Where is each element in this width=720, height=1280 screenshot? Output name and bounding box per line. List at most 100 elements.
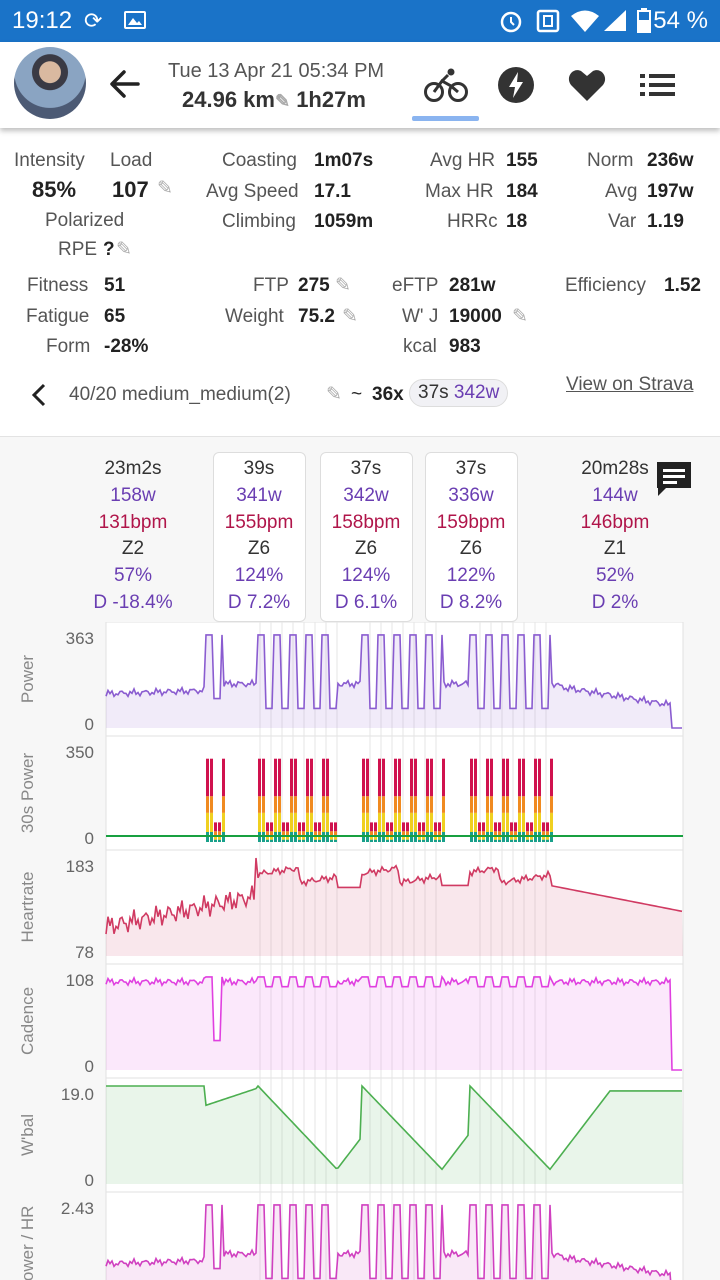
interval-card[interactable] (320, 452, 413, 622)
power-zone-bar (306, 758, 309, 797)
power-zone-bar (294, 832, 297, 842)
power-zone-bar (538, 796, 541, 813)
series-line (105, 1204, 672, 1280)
power-zone-bar (410, 832, 413, 842)
power-zone-bar (498, 839, 501, 842)
interval-time: 20m28s (581, 458, 649, 479)
fitness-label: Fitness (27, 275, 89, 296)
power-zone-bar (474, 832, 477, 842)
power-zone-bar (398, 812, 401, 833)
power-zone-bar (530, 822, 533, 832)
kcal-value: 983 (449, 336, 481, 357)
power-zone-bar (534, 832, 537, 842)
interval-summary[interactable]: 20m28s 144w 146bpm Z1 52% D 2% (555, 456, 675, 617)
power-zone-bar (510, 831, 513, 836)
edit-pencil-icon[interactable]: ✎ (326, 384, 342, 405)
interval-name[interactable]: 40/20 medium_medium(2) (69, 384, 291, 405)
power-zone-bar (322, 812, 325, 833)
power-zone-bar (418, 831, 421, 836)
interval-pct: 52% (595, 565, 635, 587)
edit-pencil-icon[interactable]: ✎ (342, 306, 358, 327)
power-zone-bar (542, 839, 545, 842)
fatigue-label: Fatigue (26, 306, 90, 327)
edit-pencil-icon[interactable]: ✎ (512, 306, 528, 327)
hrrc-value: 18 (506, 211, 528, 232)
interval-summary[interactable]: 39s 341w 155bpm Z6 124% D 7.2% (199, 456, 319, 617)
back-arrow-icon[interactable] (108, 68, 142, 100)
power-zone-bar (474, 812, 477, 833)
power-zone-bar (298, 831, 301, 836)
power-zone-bar (442, 796, 445, 813)
series-area (106, 634, 683, 728)
power-zone-bar (382, 832, 385, 842)
interval-time: 37s (350, 458, 382, 479)
interval-pct: 124% (341, 565, 391, 587)
power-zone-bar (546, 839, 549, 842)
chevron-left-icon[interactable] (30, 383, 48, 407)
power-zone-bar (214, 839, 217, 842)
power-zone-bar (334, 831, 337, 836)
interval-power: 336w (448, 484, 494, 506)
power-zone-bar (326, 796, 329, 813)
power-zone-bar (394, 832, 397, 842)
rpe-value[interactable]: ? (103, 239, 115, 260)
series-line (105, 974, 682, 1071)
avg-power-label: Avg (605, 181, 638, 202)
interval-summary[interactable]: 23m2s 158w 131bpm Z2 57% D -18.4% (73, 456, 193, 617)
interval-chip[interactable]: 37s 342w (409, 379, 509, 407)
activity-charts[interactable]: 363 0 Power 350 0 30s Power 183 78 Heartrate 108 0… (0, 622, 720, 1280)
power-zone-bar (310, 812, 313, 833)
var-value: 1.19 (647, 211, 684, 232)
power-zone-bar (210, 758, 213, 797)
interval-summary[interactable]: 37s 336w 159bpm Z6 122% D 8.2% (411, 456, 531, 617)
power-zone-bar (218, 839, 221, 842)
interval-card[interactable] (213, 452, 306, 622)
power-zone-bar (514, 822, 517, 832)
power-zone-bar (426, 812, 429, 833)
power-zone-bar (518, 812, 521, 833)
power-zone-bar (398, 796, 401, 813)
series-area (106, 858, 683, 956)
tab-bolt-icon[interactable] (497, 66, 535, 104)
power-zone-bar (298, 822, 301, 832)
series-line (105, 857, 683, 935)
power-zone-bar (386, 822, 389, 832)
power-zone-bar (206, 796, 209, 813)
sync-icon: ⟳ (84, 8, 103, 33)
power-zone-bar (298, 839, 301, 842)
interval-summary[interactable]: 37s 342w 158bpm Z6 124% D 6.1% (306, 456, 426, 617)
comment-icon[interactable] (654, 460, 694, 498)
power-zone-bar (494, 822, 497, 832)
interval-time: 37s (455, 458, 487, 479)
intensity-label: Intensity (14, 150, 85, 171)
avg-hr-label: Avg HR (430, 150, 496, 171)
power-zone-bar (374, 835, 377, 840)
power-zone-bar (286, 831, 289, 836)
power-zone-bar (486, 812, 489, 833)
edit-pencil-icon[interactable]: ✎ (157, 178, 173, 199)
power-zone-bar (270, 835, 273, 840)
power-zone-bar (306, 832, 309, 842)
tab-heart-icon[interactable] (567, 67, 607, 103)
power-zone-bar (310, 832, 313, 842)
tab-list-icon[interactable] (640, 72, 676, 98)
power-zone-bar (550, 812, 553, 833)
power-zone-bar (222, 832, 225, 842)
power-zone-bar (534, 812, 537, 833)
edit-pencil-icon[interactable]: ✎ (116, 239, 132, 260)
power-zone-bar (534, 796, 537, 813)
power-zone-bar (306, 796, 309, 813)
edit-pencil-icon[interactable]: ✎ (274, 91, 291, 111)
tab-bike-icon[interactable] (424, 66, 468, 104)
avatar[interactable] (14, 47, 86, 119)
power-zone-bar (482, 831, 485, 836)
avg-power-value: 197w (647, 181, 694, 202)
series-area (106, 976, 683, 1070)
view-on-strava-link[interactable]: View on Strava (566, 374, 694, 395)
power-zone-bar (382, 812, 385, 833)
power-zone-bar (538, 758, 541, 797)
climbing-label: Climbing (222, 211, 296, 232)
edit-pencil-icon[interactable]: ✎ (335, 275, 351, 296)
power-zone-bar (522, 758, 525, 797)
power-zone-bar (390, 822, 393, 832)
